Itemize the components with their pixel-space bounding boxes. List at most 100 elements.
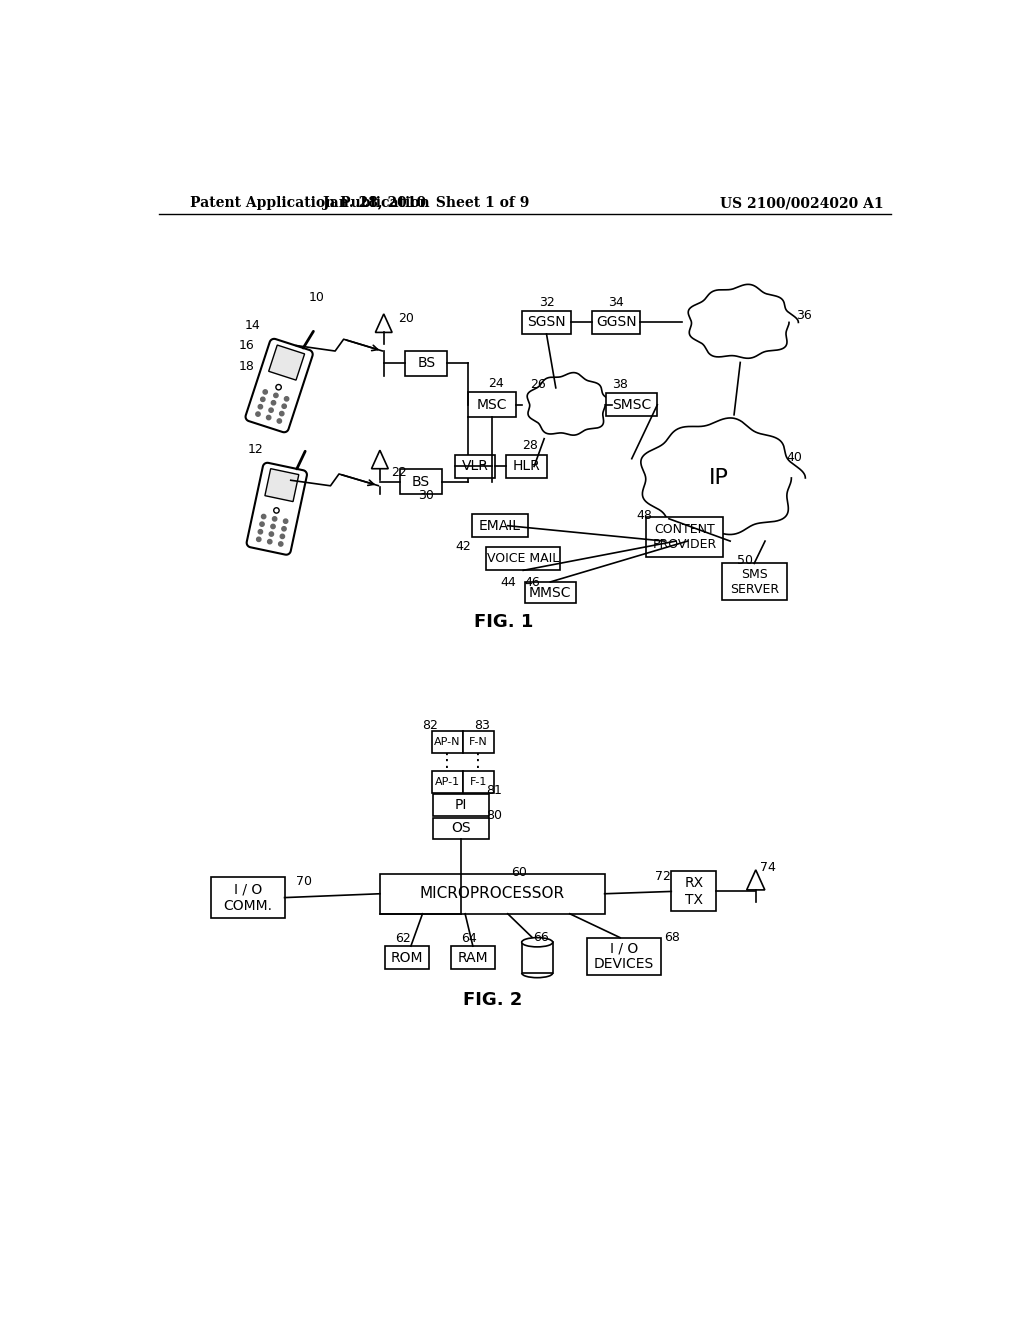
Circle shape <box>258 529 262 533</box>
Text: RX
TX: RX TX <box>684 876 703 907</box>
Polygon shape <box>688 284 799 358</box>
Circle shape <box>263 389 267 395</box>
Bar <box>406 351 447 376</box>
Circle shape <box>271 400 275 405</box>
Text: AP-1: AP-1 <box>435 777 460 787</box>
Bar <box>432 731 463 752</box>
Bar <box>587 937 662 974</box>
Text: 10: 10 <box>308 290 325 304</box>
Ellipse shape <box>521 937 553 946</box>
Text: 14: 14 <box>245 319 260 333</box>
Circle shape <box>269 532 273 536</box>
Text: MMSC: MMSC <box>529 586 571 599</box>
Bar <box>672 871 716 911</box>
Text: 46: 46 <box>524 576 540 589</box>
Bar <box>385 946 429 969</box>
Circle shape <box>282 527 286 531</box>
Circle shape <box>281 535 285 539</box>
Circle shape <box>256 412 260 416</box>
Circle shape <box>258 404 262 409</box>
Text: FIG. 2: FIG. 2 <box>463 991 522 1010</box>
Text: 60: 60 <box>512 866 527 879</box>
Text: I / O
DEVICES: I / O DEVICES <box>594 941 654 972</box>
Text: 20: 20 <box>397 313 414 326</box>
Circle shape <box>282 404 287 408</box>
Bar <box>433 817 489 840</box>
Bar <box>722 564 786 601</box>
Circle shape <box>269 408 273 412</box>
Circle shape <box>270 524 275 528</box>
Polygon shape <box>246 339 312 432</box>
Text: BS: BS <box>412 475 430 488</box>
Text: 16: 16 <box>239 339 255 352</box>
Polygon shape <box>265 469 299 502</box>
Polygon shape <box>268 345 304 380</box>
Bar <box>486 548 560 570</box>
Circle shape <box>261 397 265 401</box>
Text: 48: 48 <box>636 508 652 521</box>
Bar <box>380 874 604 913</box>
Text: 72: 72 <box>655 870 671 883</box>
Polygon shape <box>247 463 307 554</box>
Text: AP-N: AP-N <box>434 737 461 747</box>
Text: 28: 28 <box>522 440 539 453</box>
Text: I / O
COMM.: I / O COMM. <box>223 883 272 912</box>
Text: 12: 12 <box>248 442 264 455</box>
Bar <box>522 312 570 334</box>
Bar <box>506 455 547 478</box>
Text: 38: 38 <box>612 378 629 391</box>
Text: 82: 82 <box>423 719 438 733</box>
Circle shape <box>261 515 266 519</box>
Bar <box>455 455 496 478</box>
Text: SMS
SERVER: SMS SERVER <box>730 568 779 595</box>
Circle shape <box>272 516 276 521</box>
Text: 81: 81 <box>486 784 502 797</box>
Text: ⋮: ⋮ <box>469 751 487 770</box>
Text: 34: 34 <box>608 296 625 309</box>
Text: IP: IP <box>709 469 728 488</box>
Text: HLR: HLR <box>512 459 541 474</box>
Bar <box>472 513 528 537</box>
Bar <box>524 582 575 603</box>
Text: MICROPROCESSOR: MICROPROCESSOR <box>420 886 565 902</box>
Polygon shape <box>641 418 805 535</box>
Text: 62: 62 <box>395 932 411 945</box>
Bar <box>400 470 442 494</box>
Bar <box>452 946 495 969</box>
Text: 24: 24 <box>488 378 504 391</box>
Bar <box>606 393 657 416</box>
Text: 32: 32 <box>539 296 555 309</box>
Bar <box>211 876 285 919</box>
Bar <box>432 771 463 793</box>
Text: 18: 18 <box>239 360 255 374</box>
Text: SMSC: SMSC <box>612 397 651 412</box>
Circle shape <box>279 541 283 546</box>
Circle shape <box>285 397 289 401</box>
Bar <box>463 731 494 752</box>
Text: 22: 22 <box>391 466 408 479</box>
Bar <box>463 771 494 793</box>
Text: 68: 68 <box>665 931 680 944</box>
Circle shape <box>284 519 288 523</box>
Text: ⋮: ⋮ <box>438 751 457 770</box>
Text: OS: OS <box>452 821 471 836</box>
Text: 40: 40 <box>786 451 803 465</box>
Circle shape <box>267 540 272 544</box>
Text: RAM: RAM <box>458 950 488 965</box>
Text: FIG. 1: FIG. 1 <box>474 612 534 631</box>
Bar <box>433 795 489 816</box>
Text: Jan. 28, 2010  Sheet 1 of 9: Jan. 28, 2010 Sheet 1 of 9 <box>324 197 529 210</box>
Text: 70: 70 <box>296 875 312 887</box>
Text: 26: 26 <box>530 378 546 391</box>
Circle shape <box>273 393 279 397</box>
Text: 30: 30 <box>418 488 434 502</box>
Bar <box>646 517 723 557</box>
Text: 74: 74 <box>761 862 776 874</box>
Text: 83: 83 <box>474 719 490 733</box>
Text: GGSN: GGSN <box>596 315 637 330</box>
Bar <box>521 942 553 973</box>
Text: VLR: VLR <box>462 459 488 474</box>
Text: ROM: ROM <box>391 950 423 965</box>
Text: 66: 66 <box>534 932 549 945</box>
Text: US 2100/0024020 A1: US 2100/0024020 A1 <box>721 197 884 210</box>
